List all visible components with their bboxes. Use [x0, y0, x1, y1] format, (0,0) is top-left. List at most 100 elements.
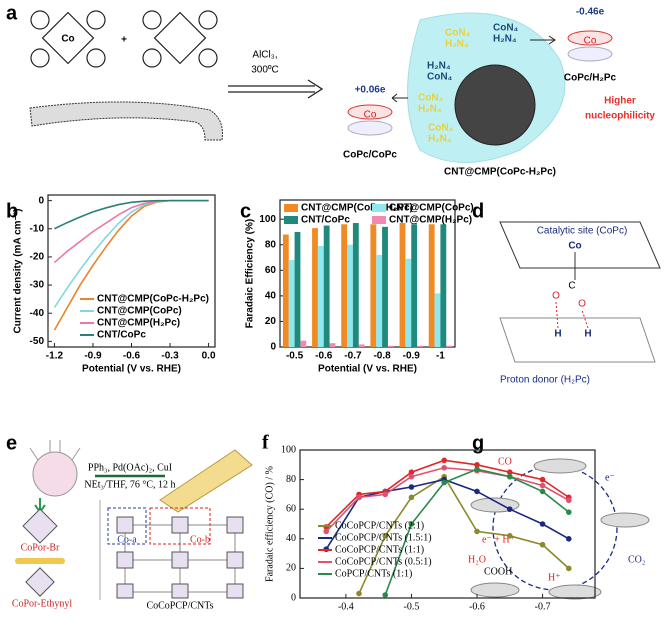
x-tick-label: -0.6	[315, 351, 333, 362]
conditions: NEt₃/THF, 76 °C, 12 h	[84, 479, 175, 490]
series-line	[54, 199, 209, 230]
x-tick-label: -0.5	[404, 601, 420, 612]
point	[356, 590, 362, 597]
panel-label: d	[472, 200, 484, 222]
bar	[352, 223, 359, 347]
bar	[288, 260, 295, 347]
atom: Co	[568, 241, 581, 252]
bar	[434, 293, 441, 347]
bar	[440, 224, 447, 347]
tube-label: H₂N₄	[427, 61, 451, 72]
tube-label: H₂N₄	[428, 134, 452, 145]
co-atom: Co	[364, 110, 377, 121]
site-box	[149, 507, 211, 545]
point	[539, 482, 546, 489]
bar	[323, 225, 330, 347]
structure-name: CoPc/H₂Pc	[564, 73, 617, 84]
point	[474, 488, 480, 495]
panel-label: e	[6, 432, 17, 454]
x-tick-label: -0.8	[373, 351, 391, 362]
y-tick-label: -50	[30, 336, 45, 347]
legend-label: CNT@CMP(H₂Pc)	[97, 318, 180, 329]
species: e⁻ + H⁺	[482, 534, 515, 545]
legend-label: CNT@CMP(CoPc-H₂Pc)	[97, 294, 209, 305]
legend-label: CNT/CoPc	[97, 330, 146, 341]
flask-neck	[29, 440, 81, 461]
bar	[312, 228, 318, 347]
y-tick-label: 80	[286, 474, 296, 485]
species: H⁺	[548, 572, 561, 583]
atom: O	[578, 299, 586, 310]
legend-swatch	[284, 204, 298, 212]
point	[474, 528, 480, 535]
x-tick-label: -1	[436, 351, 445, 362]
x-axis-label: Potential (V vs. RHE)	[318, 364, 417, 375]
y-tick-label: 80	[265, 239, 277, 250]
arrow	[530, 35, 556, 45]
legend-label: CoCoPCP/CNTs (0.5:1)	[335, 556, 432, 567]
series-line	[53, 199, 209, 264]
tube-label: CoN₄	[493, 23, 519, 34]
plot-frame	[279, 199, 456, 348]
tube-label: CoN₄	[445, 28, 471, 39]
y-tick-label: 20	[286, 563, 296, 574]
x-tick-label: -0.6	[469, 601, 485, 612]
x-axis-label: Potential (V vs. RHE)	[82, 364, 181, 375]
x-tick-label: -0.6	[123, 351, 141, 362]
site-label: Co-a	[117, 534, 137, 545]
molecule-copc	[30, 10, 106, 68]
tube-label: CoN₄	[427, 72, 453, 83]
x-tick-label: -0.5	[286, 351, 304, 362]
legend-label: CoPCP/CNTs (1:1)	[335, 568, 412, 579]
annotation: Catalytic site (CoPc)	[537, 226, 628, 237]
panel-label: c	[240, 200, 251, 222]
species: CO₂	[628, 554, 645, 565]
x-tick-label: -1.2	[46, 351, 64, 362]
point	[408, 484, 415, 490]
y-axis-label: Current density (mA cm⁻²)	[13, 209, 24, 334]
y-tick-label: 0	[38, 195, 44, 206]
molecule-name: CoPor-Ethynyl	[12, 598, 73, 609]
panel-a: a Co + AlCl₃, 300ºC CoN₄ H₂N₄ CoN₄ H₂N₄ …	[6, 2, 655, 177]
legend-label: CNT@CMP(H₂Pc)	[389, 215, 472, 226]
y-tick-label: -40	[30, 308, 45, 319]
charts: b 0-10-20-30-40-50-1.2 -0.9 -0.6 -0.3 0.0Pote…	[6, 194, 596, 618]
product-name: CNT@CMP(CoPc-H₂Pc)	[444, 167, 556, 178]
bar	[294, 231, 301, 347]
x-tick-label: -0.4	[338, 601, 354, 612]
y-tick-label: 60	[286, 503, 296, 514]
point	[565, 565, 572, 572]
bar	[376, 254, 383, 347]
stack-left: Co	[347, 104, 393, 136]
species: COOH	[484, 566, 512, 577]
x-tick-label: 0.0	[202, 351, 216, 362]
point	[323, 528, 330, 535]
panel-g: g CO e⁻ CO₂ H⁺ H₂O e⁻ + H⁺ COOH	[468, 432, 650, 600]
bar	[446, 345, 453, 347]
panel-e: e CoPor-Br CoPor-Ethynyl PPh₃, Pd(OAc)₂,…	[6, 432, 253, 611]
atom: O	[552, 291, 560, 302]
arrow	[391, 93, 400, 103]
cnt	[15, 558, 65, 564]
reagent: 300ºC	[251, 65, 279, 76]
co-atom: Co	[61, 34, 74, 45]
legend-label: CNT@CMP(CoPc)	[97, 306, 182, 317]
conditions: PPh₃, Pd(OAc)₂, CuI	[88, 462, 172, 473]
x-tick-label: -0.9	[84, 351, 102, 362]
point	[539, 488, 546, 495]
copc-plane	[499, 221, 661, 269]
charge: +0.06e	[355, 85, 386, 96]
cnt	[454, 64, 536, 146]
bar	[399, 223, 406, 347]
y-tick-label: 100	[259, 214, 276, 225]
bar	[358, 344, 365, 347]
panel-d: d Catalytic site (CoPc) Co C O O H H Pro…	[472, 200, 661, 386]
point	[408, 494, 415, 501]
y-axis-label: Faradaic efficiency (CO) / %	[264, 466, 275, 582]
annotation: Proton donor (H₂Pc)	[500, 375, 590, 386]
point	[441, 479, 448, 486]
bar	[411, 224, 418, 347]
co-atom: Co	[584, 36, 597, 47]
